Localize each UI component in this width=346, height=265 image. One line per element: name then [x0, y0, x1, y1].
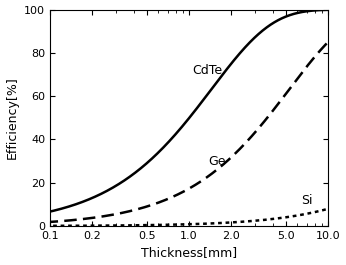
Y-axis label: Efficiency[%]: Efficiency[%]: [6, 76, 19, 159]
Text: Si: Si: [301, 193, 312, 206]
Text: CdTe: CdTe: [192, 64, 222, 77]
X-axis label: Thickness[mm]: Thickness[mm]: [141, 246, 237, 259]
Text: Ge: Ge: [209, 154, 226, 167]
